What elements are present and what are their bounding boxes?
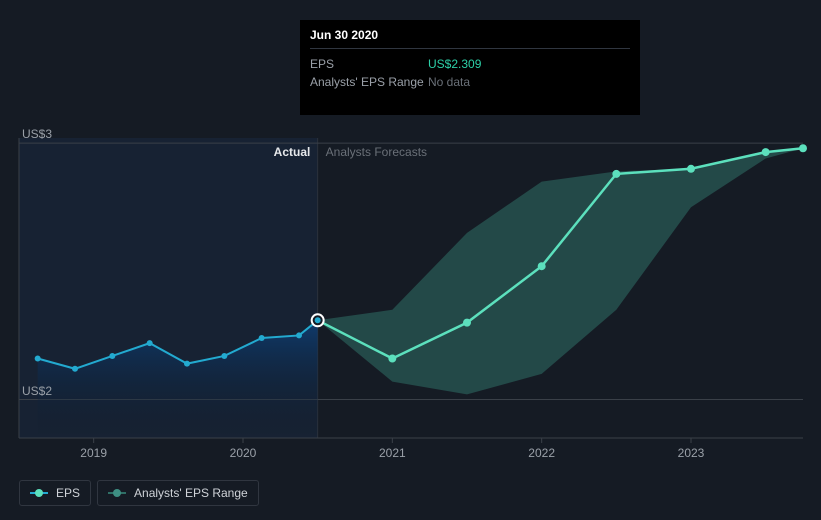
x-axis-label: 2021 — [379, 446, 406, 460]
x-axis-label: 2019 — [80, 446, 107, 460]
legend-label: EPS — [56, 486, 80, 500]
x-axis-label: 2023 — [678, 446, 705, 460]
x-axis-label: 2022 — [528, 446, 555, 460]
legend-swatch-eps — [30, 489, 48, 497]
eps-chart — [0, 0, 821, 520]
legend-label: Analysts' EPS Range — [134, 486, 248, 500]
legend-swatch-range — [108, 489, 126, 497]
y-axis-label: US$3 — [22, 127, 52, 141]
x-axis-label: 2020 — [230, 446, 257, 460]
section-label-actual: Actual — [274, 145, 311, 159]
legend-item-range[interactable]: Analysts' EPS Range — [97, 480, 259, 506]
y-axis-label: US$2 — [22, 384, 52, 398]
legend: EPS Analysts' EPS Range — [19, 480, 259, 506]
legend-item-eps[interactable]: EPS — [19, 480, 91, 506]
section-label-forecast: Analysts Forecasts — [326, 145, 427, 159]
